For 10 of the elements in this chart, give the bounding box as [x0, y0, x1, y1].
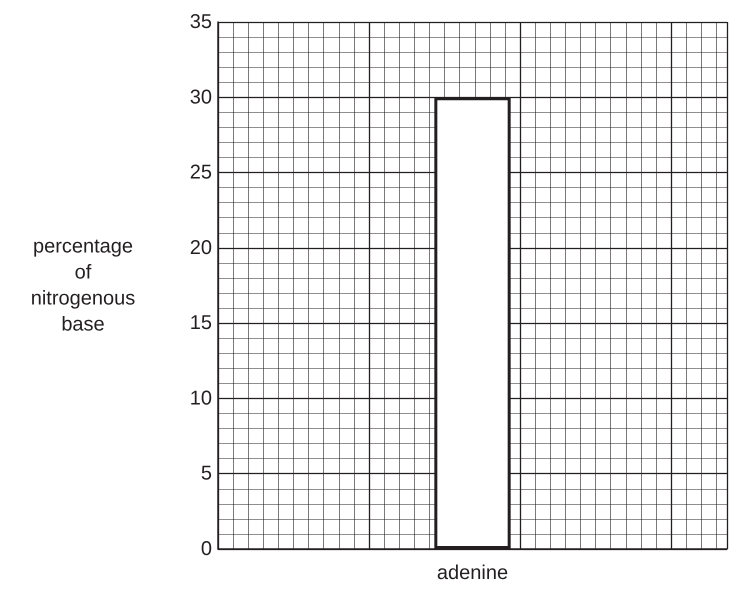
y-tick-label: 0	[200, 538, 212, 560]
y-tick-label: 30	[190, 86, 212, 108]
y-tick-label: 10	[190, 387, 212, 410]
y-tick-label: 5	[200, 462, 212, 485]
x-tick-label: adenine	[436, 562, 508, 584]
y-tick-label: 20	[190, 236, 212, 259]
y-tick-label: 15	[190, 312, 212, 334]
y-tick-label: 25	[190, 162, 212, 184]
y-axis-title: percentage of nitrogenous base	[30, 236, 136, 336]
y-tick-label: 35	[190, 11, 212, 33]
